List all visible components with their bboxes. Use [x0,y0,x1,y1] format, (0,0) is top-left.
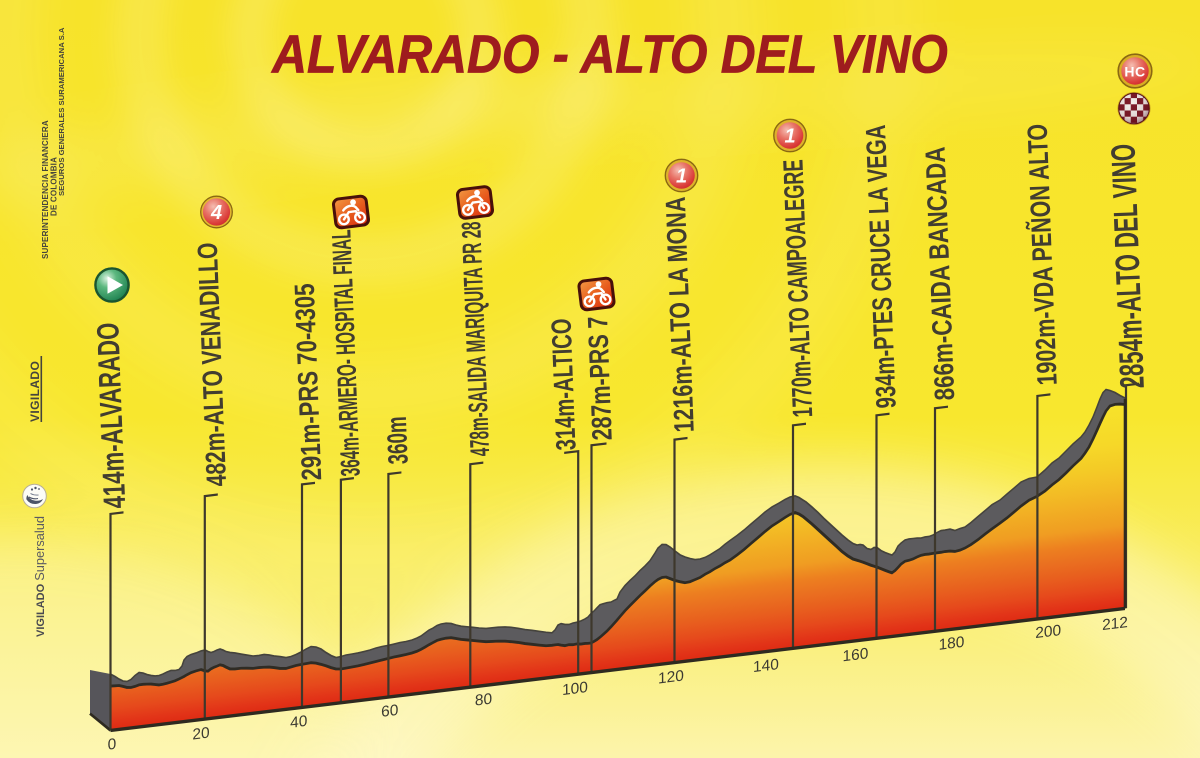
svg-text:287m-PRS 7: 287m-PRS 7 [582,316,618,441]
svg-text:VIGILADO: VIGILADO [28,361,42,422]
svg-text:414m-ALVARADO: 414m-ALVARADO [91,322,133,509]
svg-text:212: 212 [1102,614,1128,634]
svg-text:20: 20 [192,725,210,744]
svg-text:160: 160 [842,645,868,665]
svg-text:180: 180 [939,634,965,654]
svg-text:0: 0 [108,736,117,754]
svg-text:1: 1 [784,126,795,148]
svg-text:60: 60 [381,702,399,721]
svg-text:VIGILADO Supersalud: VIGILADO Supersalud [32,516,47,637]
svg-text:4: 4 [210,202,222,224]
svg-text:120: 120 [658,667,684,687]
svg-text:SEGUROS GENERALES SURAMERICANA: SEGUROS GENERALES SURAMERICANA S.A [57,27,66,196]
svg-text:360m: 360m [381,416,415,465]
svg-text:SUPERINTENDENCIA FINANCIERA: SUPERINTENDENCIA FINANCIERA [41,120,50,259]
svg-text:1: 1 [676,166,687,188]
svg-text:200: 200 [1035,622,1061,642]
svg-text:291m-PRS 70-4305: 291m-PRS 70-4305 [289,283,328,481]
svg-text:HC: HC [1124,64,1145,80]
svg-text:2854m-ALTO DEL VINO: 2854m-ALTO DEL VINO [1105,143,1152,389]
svg-text:40: 40 [290,713,308,732]
svg-text:ALVARADO - ALTO DEL VINO: ALVARADO - ALTO DEL VINO [270,24,948,84]
svg-text:DE COLOMBIA: DE COLOMBIA [50,157,59,216]
svg-text:140: 140 [753,656,779,676]
svg-text:100: 100 [562,679,588,699]
svg-text:80: 80 [475,691,493,710]
svg-text:314m-ALTICO: 314m-ALTICO [546,318,582,451]
